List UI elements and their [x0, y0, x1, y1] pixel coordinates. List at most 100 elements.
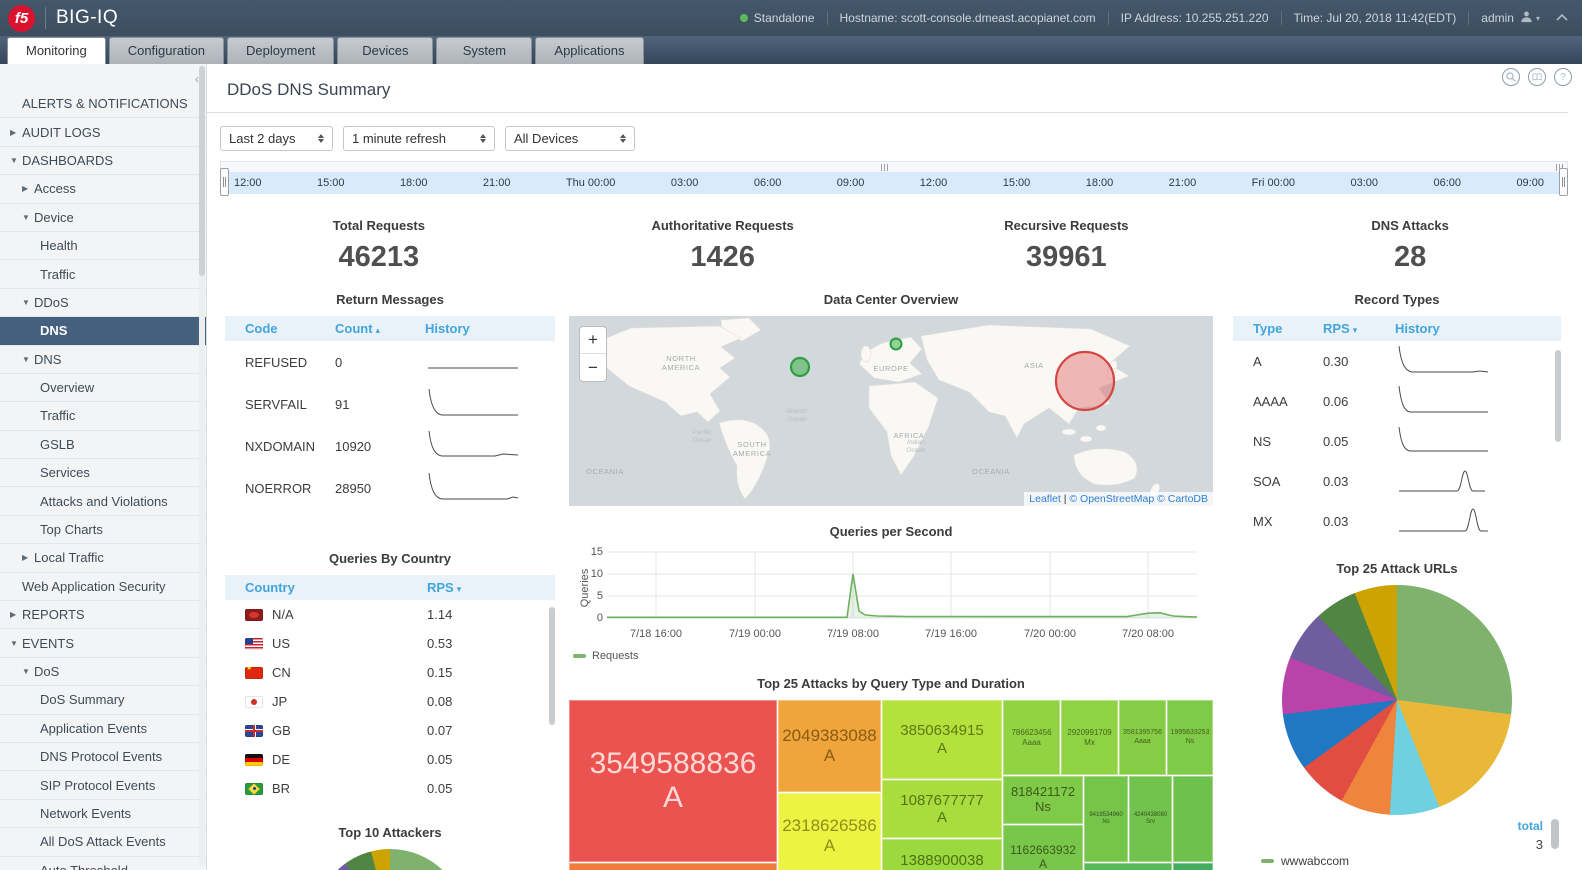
datacenter-marker-green-us[interactable]	[789, 356, 811, 378]
col-header-history[interactable]: History	[425, 321, 470, 336]
timeline-left-handle[interactable]	[220, 168, 229, 196]
legend-scrollbar[interactable]	[1551, 819, 1559, 849]
sidebar-item-events[interactable]: ▼ EVENTS	[0, 629, 206, 658]
sidebar-item-reports[interactable]: ▶ REPORTS	[0, 601, 206, 630]
treemap-cell[interactable]: 2049383088 A	[778, 700, 881, 792]
return-messages-table: Code Count ▴ History REFUSED 0 SERVFAIL 91 …	[225, 316, 555, 509]
tab-system[interactable]: System	[436, 37, 533, 64]
sidebar-collapse-icon[interactable]: ‹	[195, 72, 199, 86]
refresh-interval-select[interactable]: 1 minute refresh	[343, 126, 495, 151]
devices-select[interactable]: All Devices	[505, 126, 635, 151]
treemap-cell[interactable]	[1173, 863, 1213, 870]
user-menu[interactable]: admin ▾	[1469, 10, 1552, 26]
chevron-down-icon: ▼	[22, 297, 30, 307]
sidebar-item-dns-traffic[interactable]: Traffic	[0, 402, 206, 431]
treemap-cell[interactable]: 3549588836 A	[569, 700, 777, 862]
col-header-count[interactable]: Count ▴	[335, 321, 381, 336]
tab-devices[interactable]: Devices	[337, 37, 434, 64]
sidebar-item-dns[interactable]: ▼ DNS	[0, 346, 206, 374]
timeline-right-handle[interactable]	[1559, 168, 1568, 196]
sidebar-item-sip-protocol-events[interactable]: SIP Protocol Events	[0, 771, 206, 800]
sidebar-item-all-dos-attack-events[interactable]: All DoS Attack Events	[0, 828, 206, 857]
sidebar-item-attacks-violations[interactable]: Attacks and Violations	[0, 487, 206, 516]
attack-urls-pie-chart[interactable]	[1282, 585, 1512, 815]
sidebar-item-dns-protocol-events[interactable]: DNS Protocol Events	[0, 743, 206, 772]
datacenter-marker-green-eu[interactable]	[889, 337, 903, 351]
treemap-cell[interactable]: 3850634915 A	[882, 700, 1002, 779]
sidebar-item-ddos[interactable]: ▼ DDoS	[0, 289, 206, 318]
openstreetmap-link[interactable]: © OpenStreetMap	[1069, 493, 1155, 505]
tab-configuration[interactable]: Configuration	[108, 37, 225, 64]
sidebar-item-dos[interactable]: ▼ DoS	[0, 658, 206, 687]
history-sparkline	[1399, 507, 1488, 531]
sidebar-item-health[interactable]: Health	[0, 232, 206, 261]
cartodb-link[interactable]: © CartoDB	[1157, 493, 1208, 505]
sidebar-item-device-traffic[interactable]: Traffic	[0, 260, 206, 289]
treemap-cell[interactable]: 2318626586 A	[778, 793, 881, 870]
chevron-right-icon: ▶	[10, 127, 17, 137]
table-row: US 0.53	[225, 629, 555, 658]
treemap-cell[interactable]	[1084, 863, 1172, 870]
treemap-cell[interactable]	[1173, 776, 1213, 862]
datacenter-marker-red-asia[interactable]	[1054, 350, 1116, 412]
leaflet-link[interactable]: Leaflet	[1029, 493, 1061, 505]
history-sparkline	[428, 367, 518, 368]
col-header-history[interactable]: History	[1395, 321, 1440, 336]
user-icon	[1520, 10, 1533, 26]
data-center-map[interactable]: NORTH AMERICA EUROPE ASIA AFRICA SOUTH AME…	[569, 316, 1213, 506]
search-icon[interactable]	[1502, 68, 1520, 86]
sidebar-item-alerts-notifications[interactable]: ALERTS & NOTIFICATIONS	[0, 90, 206, 119]
tab-monitoring[interactable]: Monitoring	[7, 37, 106, 64]
brush-center-grip-icon[interactable]	[880, 164, 888, 171]
sidebar-item-dos-summary[interactable]: DoS Summary	[0, 686, 206, 715]
treemap-cell[interactable]: 4240438080 Srv	[1129, 776, 1172, 862]
col-header-country[interactable]: Country	[245, 580, 295, 595]
sidebar-item-auto-threshold[interactable]: Auto Threshold	[0, 857, 206, 870]
sidebar-item-services[interactable]: Services	[0, 459, 206, 488]
treemap-cell[interactable]: 786623456 Aaaa	[1003, 700, 1060, 775]
treemap-cell[interactable]: 1087677777 A	[882, 780, 1002, 838]
sidebar-item-audit-logs[interactable]: ▶ AUDIT LOGS	[0, 118, 206, 147]
col-header-rps[interactable]: RPS ▾	[427, 580, 462, 595]
timeline-band[interactable]: 12:00 15:00 18:00 21:00 Thu 00:00 03:00 06:00 0…	[220, 168, 1568, 196]
docs-book-icon[interactable]	[1528, 68, 1546, 86]
total-column-header[interactable]: total	[1517, 819, 1543, 833]
treemap-cell[interactable]: 1388900038Soa	[882, 839, 1002, 870]
col-header-rps[interactable]: RPS ▾	[1323, 321, 1358, 336]
treemap-cell[interactable]: 1995633253 Ns	[1167, 700, 1213, 775]
tab-applications[interactable]: Applications	[535, 37, 644, 64]
col-header-code[interactable]: Code	[245, 321, 278, 336]
treemap-cell[interactable]: 2920991709 Mx	[1061, 700, 1118, 775]
brush-right-grip-icon[interactable]	[1556, 164, 1563, 171]
treemap-cell[interactable]: 818421172 Ns	[1003, 776, 1083, 824]
table-scrollbar[interactable]	[1555, 350, 1561, 442]
treemap-cell[interactable]	[569, 863, 777, 870]
collapse-header-chevron-icon[interactable]	[1556, 12, 1568, 24]
time-range-select[interactable]: Last 2 days	[220, 126, 333, 151]
sidebar-item-ddos-dns-active[interactable]: DNS	[0, 317, 206, 346]
sidebar-item-network-events[interactable]: Network Events	[0, 800, 206, 829]
tab-deployment[interactable]: Deployment	[227, 37, 335, 64]
sidebar-item-access[interactable]: ▶ Access	[0, 175, 206, 204]
sidebar-item-application-events[interactable]: Application Events	[0, 715, 206, 743]
attackers-pie-chart[interactable]	[314, 849, 466, 870]
zoom-in-button[interactable]: +	[580, 327, 606, 354]
sidebar-scrollbar[interactable]	[199, 66, 205, 866]
sidebar-item-overview[interactable]: Overview	[0, 374, 206, 403]
treemap-cell[interactable]: 3581395756 Aaaa	[1119, 700, 1166, 775]
brush-track[interactable]	[220, 161, 1568, 172]
sidebar-item-gslb[interactable]: GSLB	[0, 431, 206, 460]
sidebar-item-local-traffic[interactable]: ▶ Local Traffic	[0, 544, 206, 573]
col-header-type[interactable]: Type	[1253, 321, 1283, 336]
treemap-cell[interactable]: 1162663932 A	[1003, 825, 1083, 870]
sidebar-item-web-app-security[interactable]: Web Application Security	[0, 573, 206, 602]
time-range-brush[interactable]: 12:00 15:00 18:00 21:00 Thu 00:00 03:00 06:00 0…	[220, 161, 1568, 196]
sidebar-item-dashboards[interactable]: ▼ DASHBOARDS	[0, 147, 206, 176]
sidebar-item-top-charts[interactable]: Top Charts	[0, 516, 206, 545]
username-label: admin	[1481, 11, 1514, 25]
sidebar-item-device[interactable]: ▼ Device	[0, 204, 206, 232]
help-icon[interactable]: ?	[1554, 68, 1572, 86]
zoom-out-button[interactable]: −	[588, 357, 598, 377]
treemap-cell[interactable]: 9418534960 Ns	[1084, 776, 1128, 862]
table-scrollbar[interactable]	[549, 607, 555, 725]
